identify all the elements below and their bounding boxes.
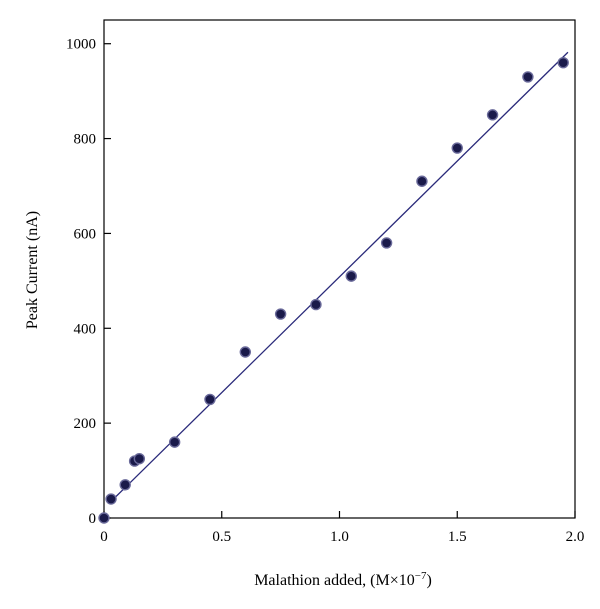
x-axis-title-suffix: ) (426, 572, 431, 589)
data-point (204, 393, 216, 406)
x-tick-label: 2.0 (566, 529, 585, 545)
y-tick-label: 600 (74, 226, 97, 242)
x-tick-label: 1.5 (448, 529, 467, 545)
data-point (380, 237, 393, 249)
data-point (105, 493, 117, 505)
x-axis-title: Malathion added, (M×10−7) (254, 570, 432, 589)
data-point (119, 479, 131, 491)
y-tick-label: 400 (74, 321, 97, 337)
x-axis-title-main: Malathion added, (M×10 (254, 572, 415, 589)
data-point (486, 109, 499, 121)
x-axis-title-exponent: −7 (415, 570, 427, 582)
fit-line (110, 51, 569, 502)
data-point (239, 346, 252, 358)
y-axis-title: Peak Current (nA) (24, 211, 41, 329)
y-tick-label: 200 (74, 416, 97, 432)
y-tick-label: 800 (74, 132, 97, 148)
y-axis-ticks: 0 200 400 600 800 1000 (66, 37, 111, 527)
data-point (522, 71, 534, 83)
data-point (310, 298, 322, 311)
data-point (345, 270, 357, 282)
x-tick-label: 0.5 (212, 529, 231, 545)
y-tick-label: 1000 (66, 37, 96, 53)
y-tick-label: 0 (89, 511, 97, 527)
data-point (274, 308, 287, 320)
x-tick-label: 1.0 (330, 529, 349, 545)
data-points (98, 56, 569, 524)
data-point (451, 142, 463, 154)
x-axis-ticks: 0 0.5 1.0 1.5 2.0 (100, 511, 584, 545)
fit-line-group (110, 51, 569, 502)
x-tick-label: 0 (100, 529, 108, 545)
data-point (168, 436, 181, 448)
data-point (557, 56, 569, 69)
data-point (416, 175, 428, 187)
data-point (133, 453, 146, 465)
data-point (98, 512, 110, 524)
